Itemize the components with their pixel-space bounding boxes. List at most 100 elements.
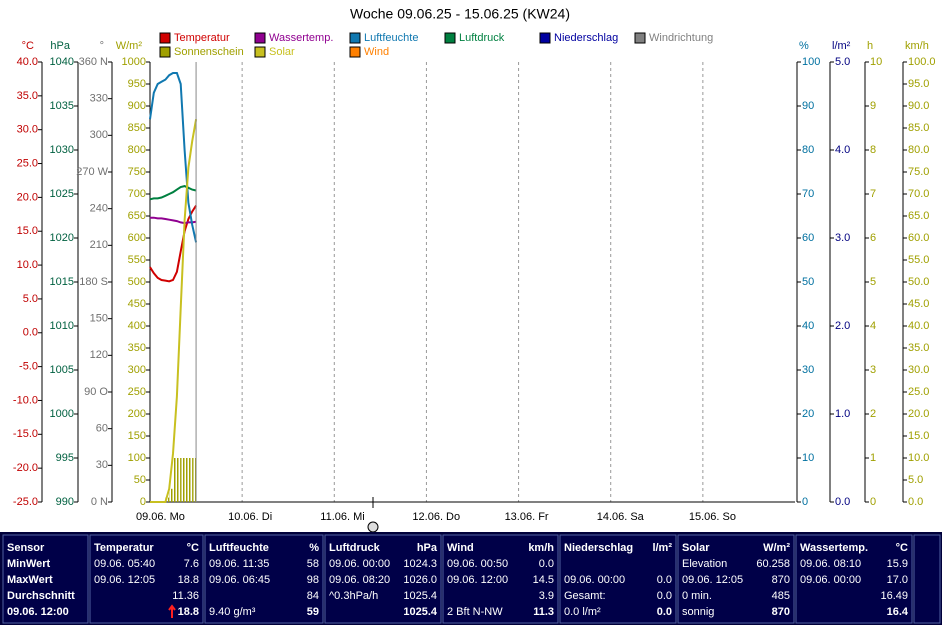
legend-label: Solar — [269, 46, 295, 58]
cell-value: 84 — [307, 590, 319, 602]
y-tick-label: 10.0 — [908, 452, 929, 464]
sunshine-bar — [184, 458, 189, 502]
y-tick-label: 800 — [128, 144, 146, 156]
table-block — [559, 534, 677, 624]
y-tick-label: 650 — [128, 210, 146, 222]
chart-title: Woche 09.06.25 - 15.06.25 (KW24) — [350, 6, 570, 22]
y-tick-label: 0.0 — [23, 327, 38, 339]
y-tick-label: 100 — [128, 452, 146, 464]
column-unit: °C — [896, 542, 908, 554]
y-tick-label: -20.0 — [13, 462, 38, 474]
y-tick-label: 210 — [90, 239, 108, 251]
y-tick-label: 100 — [802, 56, 820, 68]
y-tick-label: 30.0 — [17, 124, 38, 136]
series-line — [150, 216, 197, 225]
y-tick-label: 0 — [140, 496, 146, 508]
sunshine-bar — [165, 497, 170, 502]
y-tick-label: 10.0 — [17, 259, 38, 271]
x-tick-label: 12.06. Do — [412, 511, 460, 523]
y-tick-label: 25.0 — [17, 157, 38, 169]
legend-label: Wassertemp. — [269, 32, 333, 44]
legend-swatch — [159, 32, 171, 44]
cell-value: 14.5 — [533, 574, 554, 586]
cell-value: 1024.3 — [403, 558, 437, 570]
column-unit: °C — [187, 542, 199, 554]
y-tick-label: 0.0 — [908, 496, 923, 508]
cell-label: sonnig — [682, 606, 714, 618]
column-header: Luftfeuchte — [209, 542, 269, 554]
cell-value: 7.6 — [184, 558, 199, 570]
y-tick-label: 65.0 — [908, 210, 929, 222]
y-tick-label: 990 — [56, 496, 74, 508]
column-header: Niederschlag — [564, 542, 633, 554]
y-tick-label: 0 — [802, 496, 808, 508]
y-tick-label: 250 — [128, 386, 146, 398]
y-tick-label: 15.0 — [17, 225, 38, 237]
y-tick-label: 700 — [128, 188, 146, 200]
legend-label: Wind — [364, 46, 389, 58]
y-tick-label: 300 — [128, 364, 146, 376]
cell-label: 2 Bft N-NW — [447, 606, 503, 618]
cell-value: 60.258 — [756, 558, 790, 570]
y-tick-label: 60 — [802, 232, 814, 244]
x-tick-label: 11.06. Mi — [320, 511, 364, 523]
y-tick-label: 500 — [128, 276, 146, 288]
cell-value: 17.0 — [887, 574, 908, 586]
legend-label: Niederschlag — [554, 32, 618, 44]
y-tick-label: 900 — [128, 100, 146, 112]
trend-arrow — [168, 604, 176, 618]
y-tick-label: 7 — [870, 188, 876, 200]
y-tick-label: 0 — [870, 496, 876, 508]
y-tick-label: 350 — [128, 342, 146, 354]
y-tick-label: 1015 — [50, 276, 74, 288]
plot-area — [150, 62, 795, 502]
column-unit: l/m² — [652, 542, 672, 554]
y-tick-label: 6 — [870, 232, 876, 244]
y-tick-label: 40.0 — [17, 56, 38, 68]
legend-swatch — [349, 46, 361, 58]
x-tick-label: 15.06. So — [689, 511, 736, 523]
y-tick-label: 1020 — [50, 232, 74, 244]
legend-label: Temperatur — [174, 32, 230, 44]
series-line — [150, 119, 198, 503]
cell-label: Elevation — [682, 558, 727, 570]
y-tick-label: -15.0 — [13, 428, 38, 440]
y-tick-label: 75.0 — [908, 166, 929, 178]
cell-value: 11.3 — [533, 606, 554, 618]
y-tick-label: 10 — [870, 56, 882, 68]
table-block — [324, 534, 442, 624]
x-tick-label: 09.06. Mo — [136, 511, 185, 523]
legend-swatch — [539, 32, 551, 44]
column-header: Temperatur — [94, 542, 154, 554]
legend-swatch — [159, 46, 171, 58]
table-block — [442, 534, 559, 624]
y-tick-label: 95.0 — [908, 78, 929, 90]
cell-label: 09.06. 08:20 — [329, 574, 390, 586]
summary-table: Sensor MinWert MaxWert Durchschnitt 09.06. 1… — [2, 534, 941, 624]
cell-label: 09.06. 12:05 — [94, 574, 155, 586]
column-unit: hPa — [417, 542, 438, 554]
table-block — [795, 534, 913, 624]
y-axis-title: % — [799, 40, 809, 52]
y-tick-label: 20 — [802, 408, 814, 420]
cell-label: 0 min. — [682, 590, 712, 602]
legend-label: Luftfeuchte — [364, 32, 418, 44]
y-axis-title: ° — [100, 40, 104, 52]
y-tick-label: 5 — [870, 276, 876, 288]
y-tick-label: 50.0 — [908, 276, 929, 288]
cell-value: 485 — [772, 590, 790, 602]
legend-label: Sonnenschein — [174, 46, 244, 58]
cell-label: MinWert — [7, 558, 51, 570]
y-tick-label: 55.0 — [908, 254, 929, 266]
y-tick-label: 0 N — [91, 496, 108, 508]
y-tick-label: 40 — [802, 320, 814, 332]
y-tick-label: 550 — [128, 254, 146, 266]
series-line — [149, 204, 197, 283]
y-tick-label: 270 W — [76, 166, 108, 178]
y-tick-label: 5.0 — [835, 56, 850, 68]
y-axis-title: W/m² — [116, 40, 143, 52]
cell-value: 870 — [772, 574, 790, 586]
cell-value: 1025.4 — [403, 606, 438, 618]
y-tick-label: 70.0 — [908, 188, 929, 200]
y-tick-label: 1040 — [50, 56, 74, 68]
